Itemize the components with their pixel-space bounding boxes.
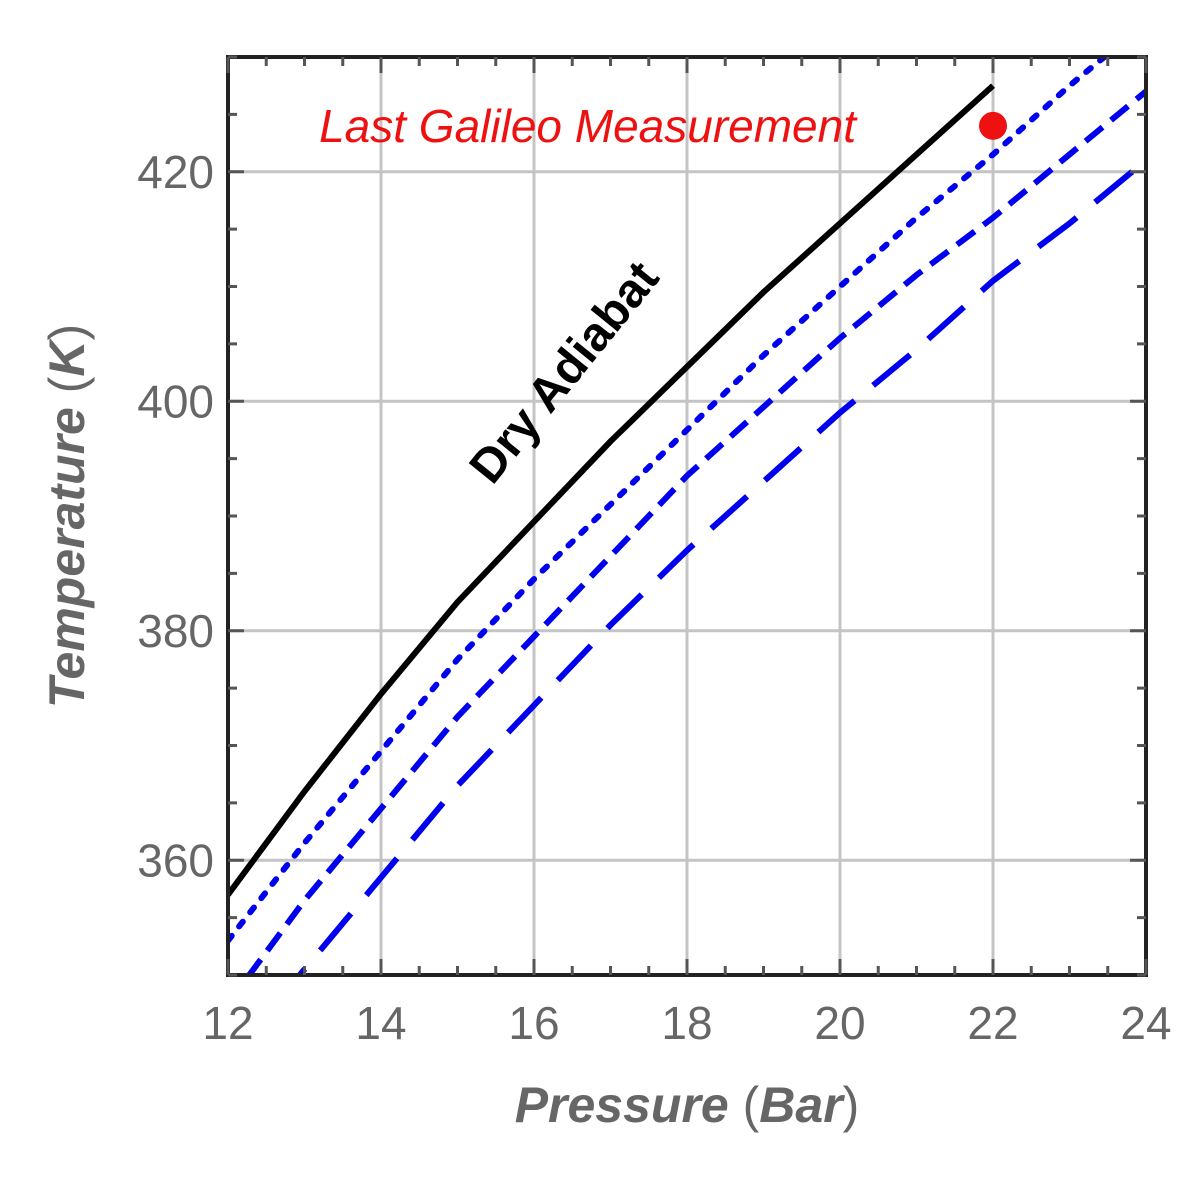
- x-axis-var: Pressure: [515, 1077, 729, 1133]
- x-tick-label: 12: [202, 997, 253, 1049]
- x-tick-label: 20: [814, 997, 865, 1049]
- y-axis-title: Temperature (K): [39, 324, 95, 708]
- x-tick-label: 24: [1120, 997, 1171, 1049]
- annotations: Last Galileo Measurement Dry Adiabat: [319, 100, 858, 493]
- series-line-longdash: [295, 157, 1146, 975]
- y-axis-unit: K: [39, 337, 95, 377]
- y-tick-label: 380: [137, 605, 214, 657]
- x-tick-label: 22: [967, 997, 1018, 1049]
- series-line-dashed: [245, 89, 1146, 975]
- tick-labels: 12 14 16 18 20 22 24 360 380 400 420: [137, 146, 1171, 1049]
- series-layer: [228, 57, 1146, 975]
- x-tick-label: 16: [508, 997, 559, 1049]
- y-axis-var: Temperature: [39, 407, 95, 708]
- axis-ticks: [226, 55, 1148, 977]
- data-point-marker: [979, 111, 1007, 140]
- annotation-galileo: Last Galileo Measurement: [319, 100, 858, 152]
- y-tick-label: 400: [137, 375, 214, 427]
- series-line-solid: [228, 83, 996, 897]
- grid-lines: [228, 57, 1146, 975]
- series-line-dotted: [228, 57, 1110, 944]
- y-tick-label: 360: [137, 834, 214, 886]
- points-layer: [979, 111, 1007, 140]
- x-tick-label: 14: [355, 997, 406, 1049]
- y-tick-label: 420: [137, 146, 214, 198]
- x-tick-label: 18: [661, 997, 712, 1049]
- annotation-dry-adiabat: Dry Adiabat: [460, 252, 670, 493]
- x-axis-unit: Bar: [759, 1077, 845, 1133]
- x-axis-title: Pressure (Bar): [515, 1077, 860, 1133]
